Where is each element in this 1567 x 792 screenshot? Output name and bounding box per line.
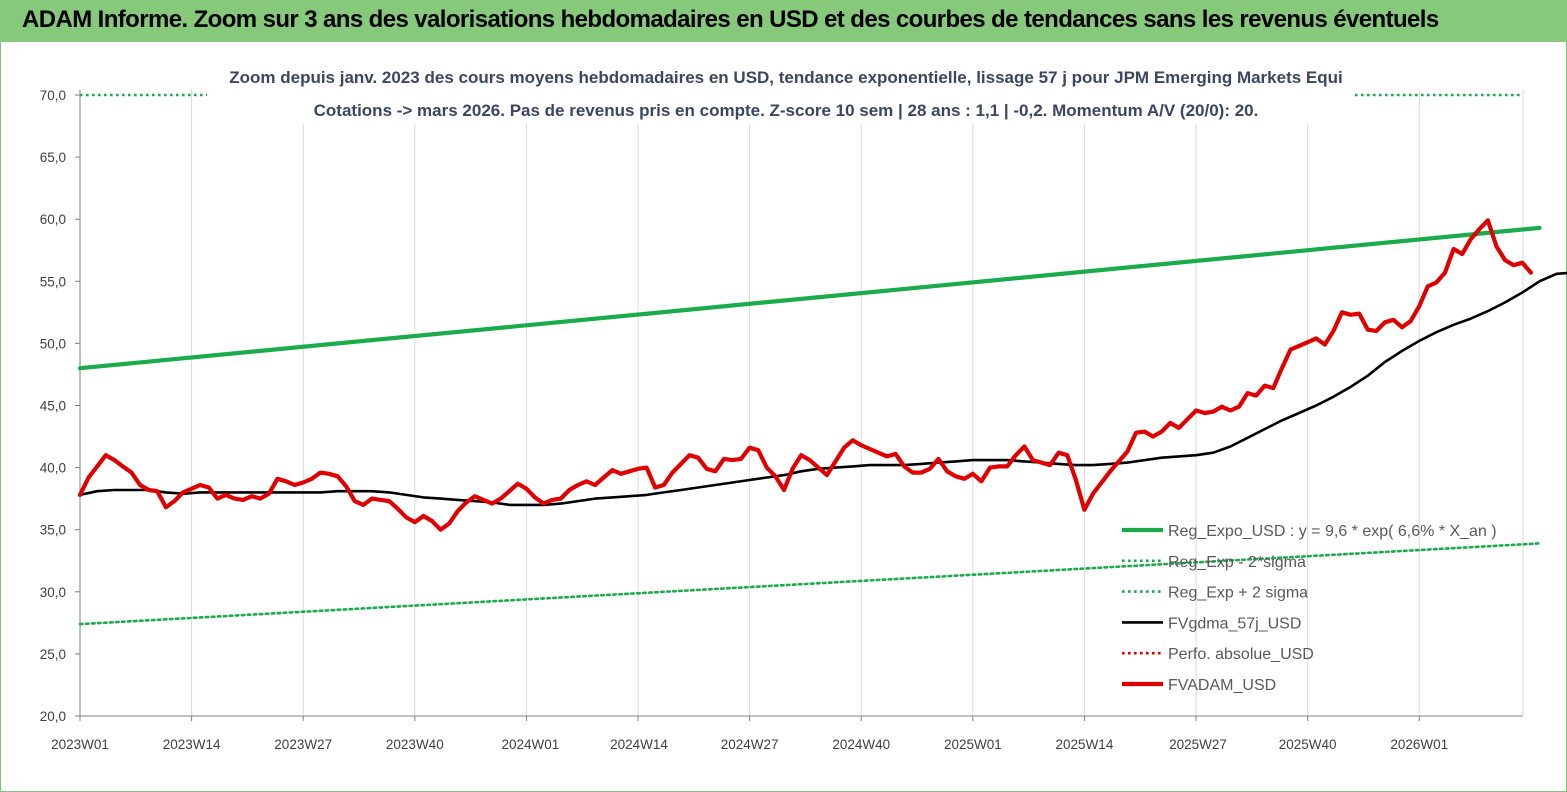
series-fvgdma-57j-usd (78, 271, 1567, 507)
y-tick-label: 45,0 (40, 399, 66, 414)
legend-label: Reg_Exp - 2*sigma (1168, 554, 1306, 571)
x-tick-label: 2023W27 (274, 737, 332, 752)
legend-label: Reg_Expo_USD : y = 9,6 * exp( 6,6% * X_a… (1168, 523, 1497, 540)
legend-label: Reg_Exp + 2 sigma (1168, 585, 1308, 602)
report-header: ADAM Informe. Zoom sur 3 ans des valoris… (0, 0, 1567, 42)
x-tick-label: 2025W14 (1056, 737, 1114, 752)
x-tick-label: 2026W01 (1390, 737, 1448, 752)
legend-label: FVgdma_57j_USD (1168, 615, 1301, 632)
subtitle-background (208, 64, 1354, 124)
y-tick-label: 40,0 (40, 461, 66, 476)
y-tick-label: 50,0 (40, 336, 66, 351)
x-tick-label: 2024W27 (721, 737, 779, 752)
x-tick-label: 2024W01 (502, 737, 560, 752)
series-reg-expo-usd-y-9-6-exp-6 (77, 225, 1542, 371)
y-tick-label: 70,0 (40, 88, 66, 103)
x-tick-label: 2023W14 (163, 737, 221, 752)
x-tick-label: 2023W40 (386, 737, 444, 752)
chart-axes: 2023W01 2023W14 2023W27 2023W40 2024W01 2024W… (40, 88, 1523, 752)
chart-series (77, 93, 1567, 626)
x-tick-label: 2024W40 (832, 737, 890, 752)
chart-legend: Reg_Expo_USD : y = 9,6 * exp( 6,6% * X_a… (1122, 523, 1497, 694)
y-tick-label: 20,0 (40, 709, 66, 724)
x-tick-label: 2023W01 (51, 737, 109, 752)
y-tick-label: 60,0 (40, 212, 66, 227)
chart-title: Zoom depuis janv. 2023 des cours moyens … (229, 68, 1343, 87)
chart-grid (191, 90, 1524, 716)
legend-label: FVADAM_USD (1168, 677, 1276, 694)
y-tick-label: 30,0 (40, 585, 66, 600)
x-tick-label: 2025W40 (1279, 737, 1337, 752)
x-tick-label: 2024W14 (610, 737, 668, 752)
y-tick-label: 35,0 (40, 523, 66, 538)
series-fvadam-usd (77, 218, 1533, 532)
y-tick-label: 55,0 (40, 274, 66, 289)
chart-subtitle: Cotations -> mars 2026. Pas de revenus p… (314, 101, 1259, 120)
y-tick-label: 65,0 (40, 150, 66, 165)
legend-label: Perfo. absolue_USD (1168, 646, 1314, 663)
report-title: ADAM Informe. Zoom sur 3 ans des valoris… (22, 6, 1439, 33)
y-tick-label: 25,0 (40, 647, 66, 662)
series-reg-exp-2-sigma (78, 542, 1541, 626)
x-tick-label: 2025W27 (1169, 737, 1227, 752)
x-tick-label: 2025W01 (944, 737, 1002, 752)
